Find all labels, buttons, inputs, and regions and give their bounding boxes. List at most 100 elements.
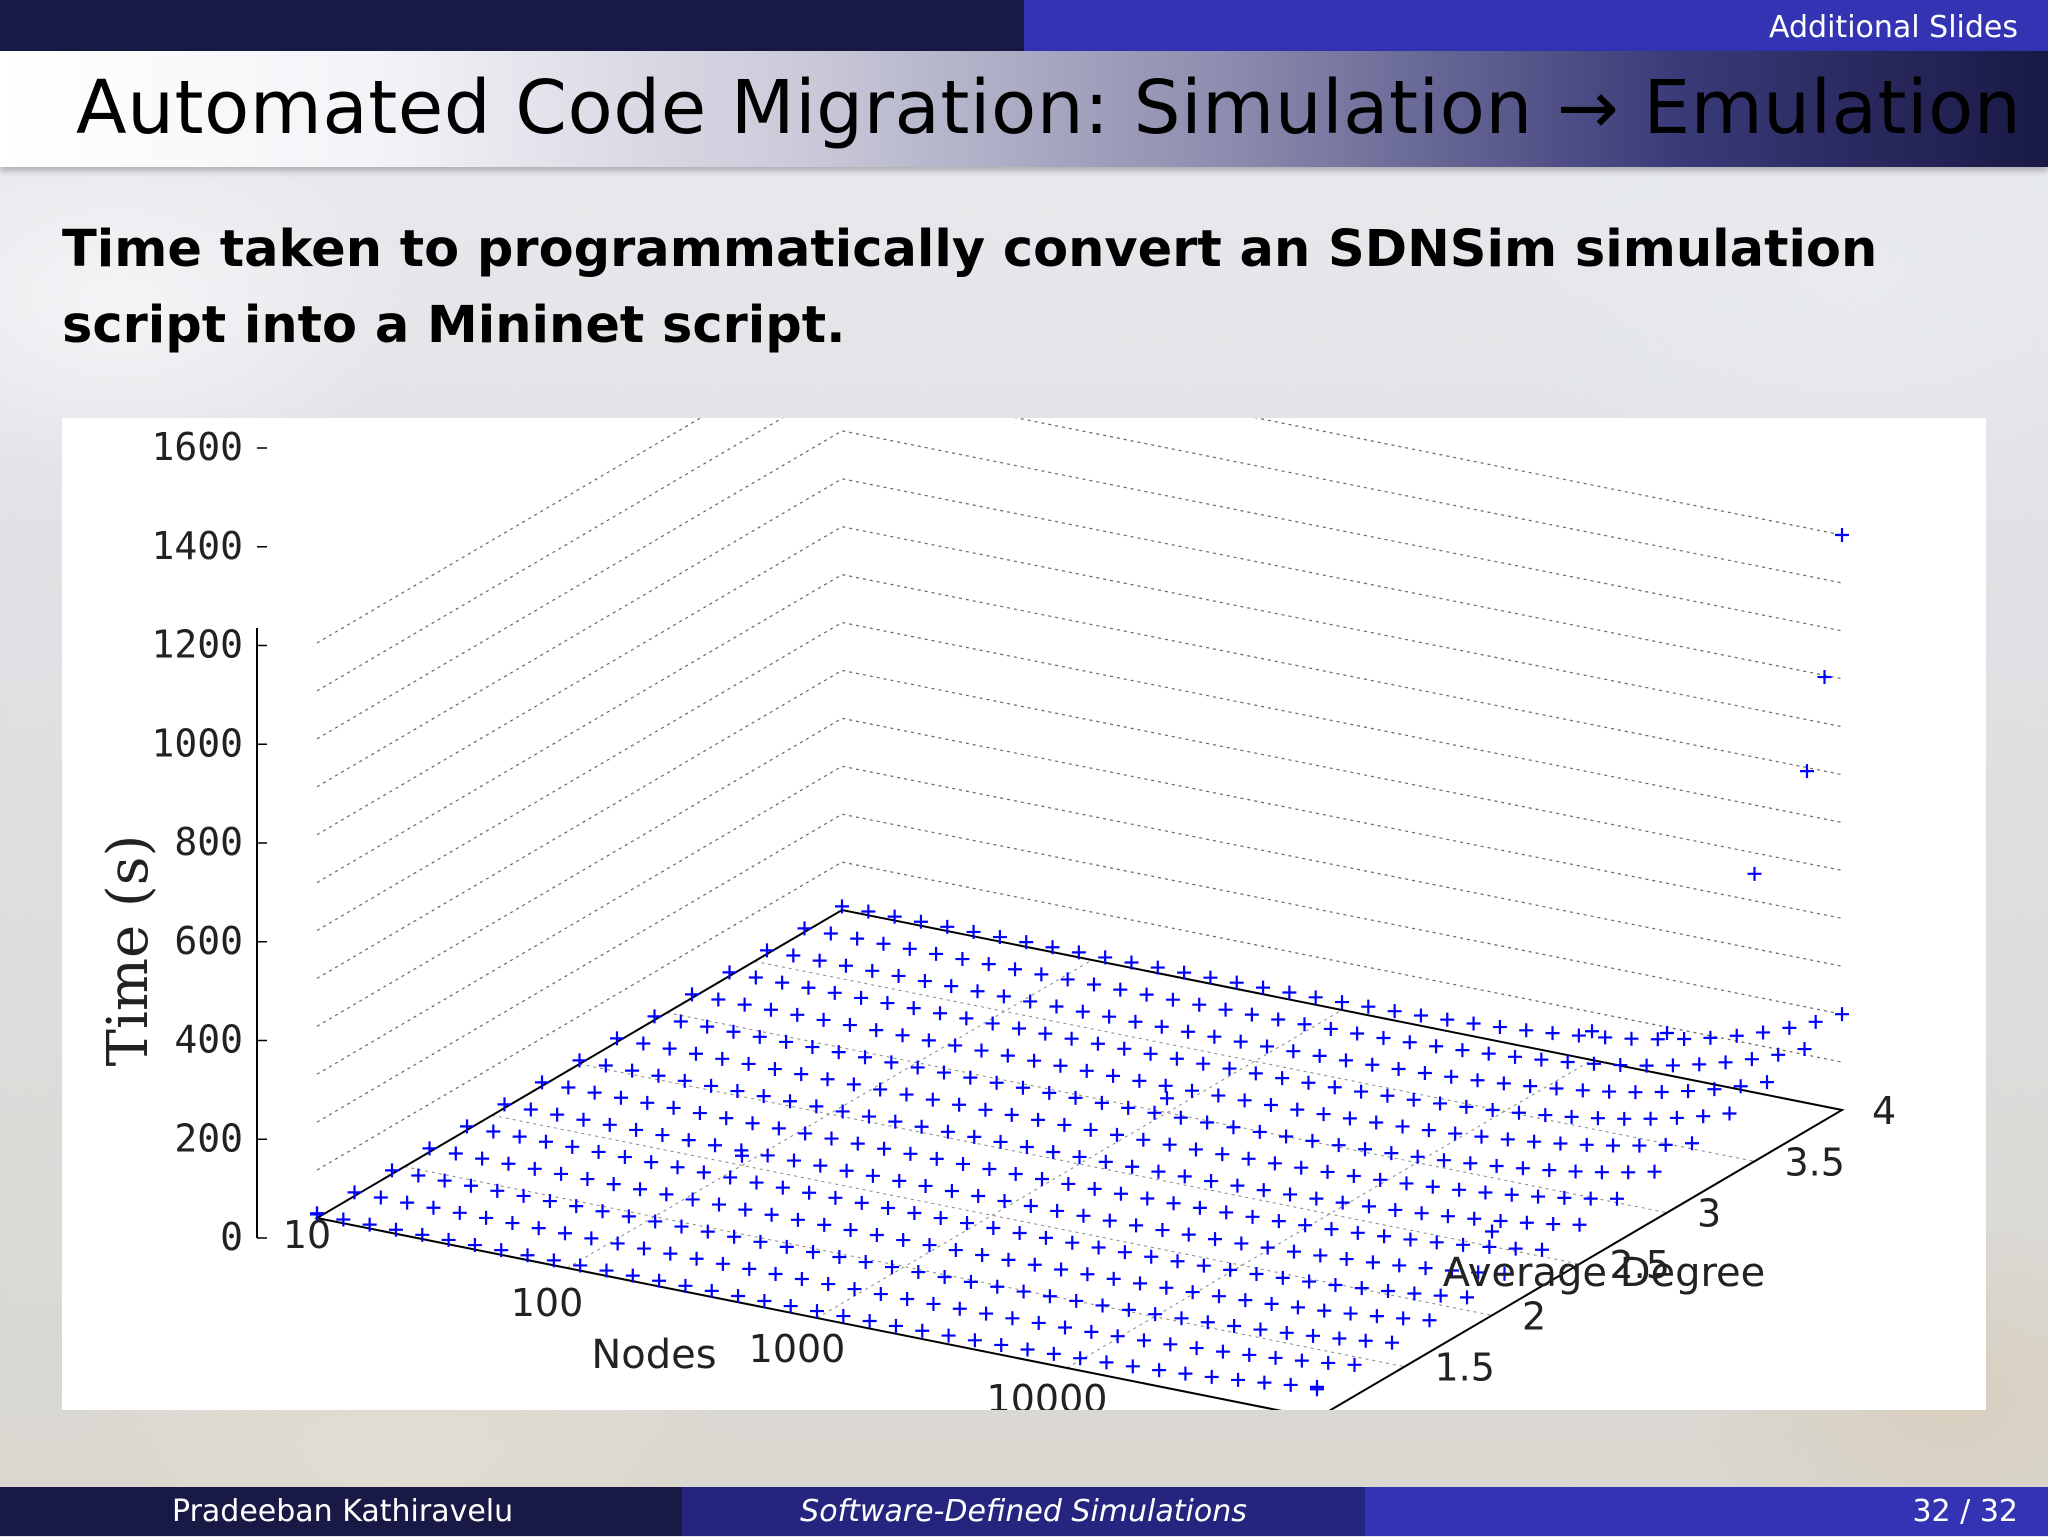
data-point <box>990 1279 1005 1294</box>
data-point <box>1094 1095 1109 1110</box>
y-floor-gridline <box>754 960 1755 1162</box>
data-point <box>816 1012 831 1027</box>
data-point <box>929 1151 944 1166</box>
data-point <box>929 946 944 961</box>
data-point <box>967 1333 982 1348</box>
data-point <box>696 1165 711 1180</box>
data-point <box>1306 1328 1321 1343</box>
data-point <box>1106 1271 1121 1286</box>
data-point-highlight <box>1835 528 1849 542</box>
data-point <box>1035 1171 1049 1186</box>
y-tick-label: 3 <box>1697 1192 1721 1236</box>
data-point <box>1162 1137 1177 1152</box>
data-point <box>1508 1049 1523 1064</box>
data-point <box>1546 1217 1561 1232</box>
footer-author[interactable]: Pradeeban Kathiravelu <box>0 1487 682 1536</box>
data-point <box>1248 1066 1263 1081</box>
data-point <box>1177 1169 1192 1184</box>
data-point <box>1158 1078 1173 1093</box>
data-point <box>486 1124 501 1139</box>
y-tick-label: 2.5 <box>1610 1243 1670 1287</box>
data-point <box>1219 1205 1234 1220</box>
data-point <box>1760 1075 1774 1090</box>
data-point <box>813 1158 828 1173</box>
data-point <box>944 1184 959 1199</box>
data-point <box>1388 1202 1403 1217</box>
data-point <box>1023 994 1038 1009</box>
data-point <box>602 1117 617 1132</box>
data-point <box>862 1314 877 1329</box>
data-point <box>633 1182 648 1197</box>
z-gridline <box>316 573 1843 884</box>
data-point <box>1376 1030 1391 1045</box>
data-point <box>1192 997 1207 1012</box>
data-point <box>1756 1025 1771 1040</box>
data-point <box>565 1139 580 1154</box>
data-point <box>1455 1043 1470 1058</box>
data-point <box>1602 1084 1617 1099</box>
data-point <box>1001 1252 1016 1267</box>
data-point <box>1087 1181 1102 1196</box>
data-point <box>1080 1267 1095 1282</box>
data-point <box>490 1183 505 1198</box>
z-tick-label: 1600 <box>151 425 243 469</box>
data-point <box>823 926 838 941</box>
data-point <box>1106 1068 1121 1083</box>
data-point <box>1125 1359 1140 1374</box>
data-point <box>1650 1032 1665 1047</box>
data-point <box>876 936 891 951</box>
data-point <box>388 1222 403 1237</box>
data-point <box>903 1146 918 1161</box>
data-point <box>836 1309 851 1324</box>
data-point <box>1320 1164 1335 1179</box>
data-point <box>1200 1115 1215 1130</box>
section-label[interactable]: Additional Slides <box>1769 10 2018 45</box>
data-point <box>663 1246 678 1261</box>
z-gridline <box>316 717 1843 1027</box>
data-point-highlight <box>1160 1091 1174 1106</box>
data-point <box>1204 1174 1219 1189</box>
data-point <box>1696 1109 1711 1124</box>
data-point <box>1647 1164 1662 1179</box>
z-gridline <box>316 621 1843 932</box>
data-point <box>1227 1319 1242 1334</box>
data-point <box>805 1040 820 1055</box>
data-point <box>970 984 985 999</box>
data-point <box>1072 1149 1087 1164</box>
data-point <box>1256 980 1271 995</box>
data-point <box>850 1136 865 1151</box>
data-point <box>362 1217 377 1232</box>
data-point <box>794 1067 809 1082</box>
data-point <box>1316 1107 1331 1122</box>
data-point <box>576 1112 591 1127</box>
data-point <box>786 1153 801 1168</box>
data-point <box>1312 1048 1327 1063</box>
data-point <box>835 899 849 914</box>
data-point <box>730 1084 745 1099</box>
data-point <box>1534 1052 1549 1067</box>
data-point <box>591 1144 606 1159</box>
data-point <box>1572 1217 1587 1232</box>
data-point <box>801 980 816 995</box>
data-point <box>1086 977 1101 992</box>
data-point <box>1504 1187 1519 1202</box>
slide-caption: Time taken to programmatically convert a… <box>62 220 1878 355</box>
data-point <box>1692 1057 1707 1072</box>
z-tick-label: 1200 <box>151 623 243 667</box>
data-point <box>1384 1146 1399 1161</box>
data-point <box>831 1045 846 1060</box>
data-point <box>748 970 763 985</box>
data-point <box>558 1226 573 1241</box>
footer-talk-title[interactable]: Software-Defined Simulations <box>682 1487 1365 1536</box>
footer-page-number[interactable]: 32 / 32 <box>1365 1487 2048 1536</box>
data-point <box>1586 1056 1601 1071</box>
data-point <box>854 990 869 1005</box>
data-point <box>1147 1105 1162 1120</box>
data-point <box>674 1219 689 1234</box>
data-point <box>1132 1073 1147 1088</box>
data-point <box>1407 1286 1422 1301</box>
data-point <box>1346 1168 1361 1183</box>
data-point <box>1083 1122 1098 1137</box>
z-tick-label: 1400 <box>151 524 243 568</box>
data-point <box>888 1318 903 1333</box>
